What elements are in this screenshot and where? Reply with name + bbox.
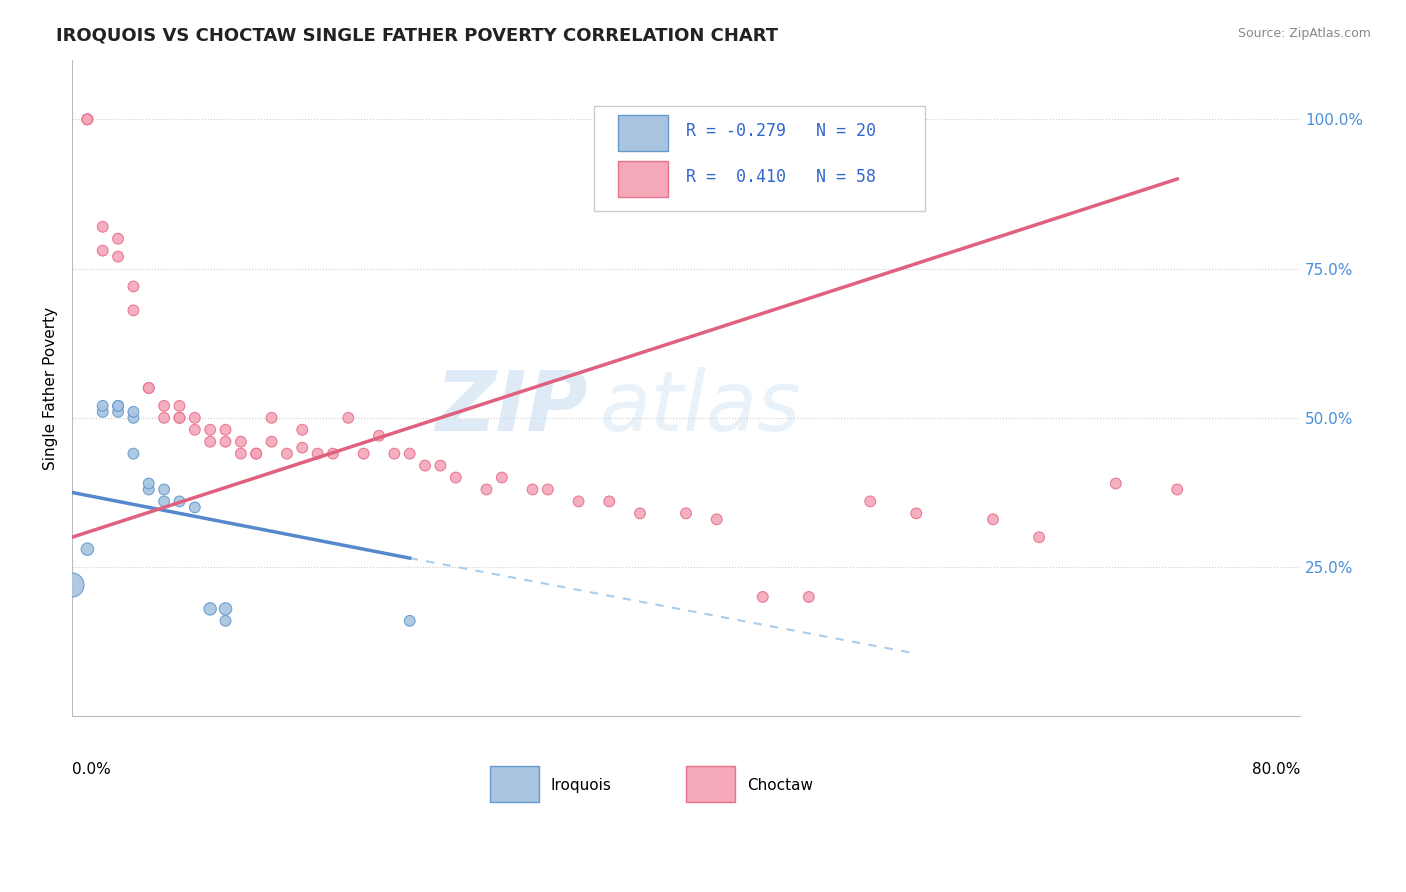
Point bbox=[398, 614, 420, 628]
FancyBboxPatch shape bbox=[619, 115, 668, 151]
Point bbox=[522, 483, 544, 497]
Point bbox=[1166, 483, 1188, 497]
Point bbox=[905, 507, 928, 521]
Point bbox=[138, 381, 160, 395]
Point bbox=[797, 590, 820, 604]
Text: ZIP: ZIP bbox=[434, 368, 588, 448]
Text: Iroquois: Iroquois bbox=[551, 778, 612, 793]
Point bbox=[138, 483, 160, 497]
Text: R = -0.279   N = 20: R = -0.279 N = 20 bbox=[686, 122, 876, 140]
Point bbox=[184, 410, 207, 425]
Text: IROQUOIS VS CHOCTAW SINGLE FATHER POVERTY CORRELATION CHART: IROQUOIS VS CHOCTAW SINGLE FATHER POVERT… bbox=[56, 27, 779, 45]
Text: Source: ZipAtlas.com: Source: ZipAtlas.com bbox=[1237, 27, 1371, 40]
Point bbox=[198, 434, 221, 449]
Point bbox=[307, 447, 329, 461]
Point bbox=[91, 405, 114, 419]
Point bbox=[122, 279, 145, 293]
Point bbox=[214, 423, 236, 437]
Point bbox=[491, 470, 513, 484]
Point bbox=[107, 250, 129, 264]
Point bbox=[429, 458, 451, 473]
Point bbox=[859, 494, 882, 508]
Y-axis label: Single Father Poverty: Single Father Poverty bbox=[44, 307, 58, 469]
Point bbox=[981, 512, 1004, 526]
Point bbox=[60, 578, 83, 592]
Point bbox=[122, 410, 145, 425]
FancyBboxPatch shape bbox=[619, 161, 668, 197]
Point bbox=[91, 244, 114, 258]
Point bbox=[198, 423, 221, 437]
Point bbox=[169, 399, 191, 413]
Point bbox=[214, 602, 236, 616]
Point bbox=[276, 447, 298, 461]
Point bbox=[229, 434, 252, 449]
Point bbox=[76, 112, 98, 127]
Point bbox=[153, 494, 176, 508]
Point bbox=[537, 483, 560, 497]
Point bbox=[76, 112, 98, 127]
Point bbox=[107, 399, 129, 413]
Point bbox=[245, 447, 267, 461]
Point bbox=[291, 441, 314, 455]
Point bbox=[76, 112, 98, 127]
Point bbox=[107, 405, 129, 419]
Point bbox=[752, 590, 775, 604]
Point bbox=[122, 303, 145, 318]
FancyBboxPatch shape bbox=[489, 765, 538, 802]
Point bbox=[706, 512, 728, 526]
Point bbox=[322, 447, 344, 461]
Point bbox=[169, 410, 191, 425]
Point bbox=[169, 494, 191, 508]
Point bbox=[198, 602, 221, 616]
Point bbox=[76, 542, 98, 557]
Point bbox=[91, 399, 114, 413]
Point bbox=[153, 399, 176, 413]
Point bbox=[291, 423, 314, 437]
Point bbox=[107, 399, 129, 413]
Point bbox=[214, 614, 236, 628]
Point bbox=[260, 434, 283, 449]
Point bbox=[444, 470, 467, 484]
Point bbox=[567, 494, 589, 508]
Point bbox=[398, 447, 420, 461]
Point bbox=[413, 458, 436, 473]
Point bbox=[1105, 476, 1128, 491]
Point bbox=[91, 219, 114, 234]
Text: R =  0.410   N = 58: R = 0.410 N = 58 bbox=[686, 169, 876, 186]
FancyBboxPatch shape bbox=[593, 105, 925, 211]
Point bbox=[153, 483, 176, 497]
Point bbox=[337, 410, 360, 425]
Text: Choctaw: Choctaw bbox=[748, 778, 814, 793]
Point bbox=[353, 447, 375, 461]
Text: 80.0%: 80.0% bbox=[1251, 763, 1301, 777]
Point bbox=[260, 410, 283, 425]
Point bbox=[1028, 530, 1050, 544]
Point bbox=[475, 483, 498, 497]
Point bbox=[229, 447, 252, 461]
Point bbox=[382, 447, 405, 461]
Point bbox=[138, 476, 160, 491]
Point bbox=[368, 428, 391, 442]
Point bbox=[245, 447, 267, 461]
Point bbox=[598, 494, 620, 508]
Text: atlas: atlas bbox=[600, 368, 801, 448]
Text: 0.0%: 0.0% bbox=[72, 763, 111, 777]
Point bbox=[184, 423, 207, 437]
FancyBboxPatch shape bbox=[686, 765, 735, 802]
Point bbox=[138, 381, 160, 395]
Point bbox=[214, 434, 236, 449]
Point bbox=[675, 507, 697, 521]
Point bbox=[107, 232, 129, 246]
Point bbox=[153, 410, 176, 425]
Point bbox=[169, 410, 191, 425]
Point bbox=[184, 500, 207, 515]
Point bbox=[122, 405, 145, 419]
Point bbox=[628, 507, 651, 521]
Point bbox=[122, 447, 145, 461]
